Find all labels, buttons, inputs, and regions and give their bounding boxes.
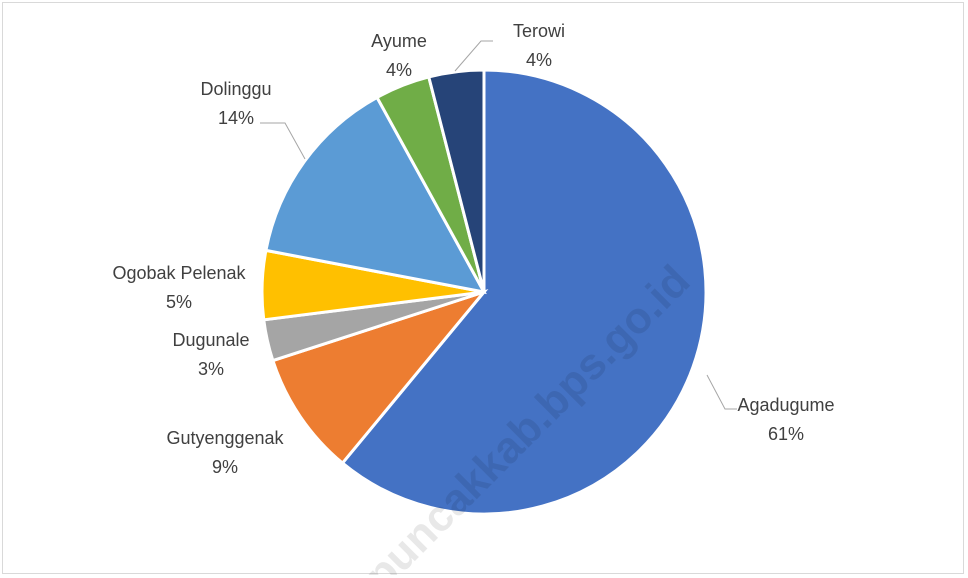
pie-slices <box>260 68 708 516</box>
slice-percent-label-gutyenggenak: 9% <box>212 457 238 477</box>
leader-line-agadugume <box>706 374 737 410</box>
leader-line-terowi <box>454 40 493 72</box>
pie-slice-gutyenggenak <box>270 288 489 466</box>
slice-percent-label-dugunale: 3% <box>198 359 224 379</box>
slice-name-label-ogobak-pelenak: Ogobak Pelenak <box>112 263 246 283</box>
pie-chart: Agadugume 61% Gutyenggenak 9% Dugunale 3% Ogob… <box>112 21 834 575</box>
slice-name-label-agadugume: Agadugume <box>737 395 834 415</box>
slice-name-label-gutyenggenak: Gutyenggenak <box>166 428 284 448</box>
pie-slice-agadugume <box>340 68 708 516</box>
leader-line-dolinggu <box>260 122 306 160</box>
slice-name-label-ayume: Ayume <box>371 31 427 51</box>
data-labels: Agadugume 61% Gutyenggenak 9% Dugunale 3% Ogob… <box>112 21 834 477</box>
slice-percent-label-terowi: 4% <box>526 50 552 70</box>
slice-name-label-dugunale: Dugunale <box>172 330 249 350</box>
slice-percent-label-ogobak-pelenak: 5% <box>166 292 192 312</box>
slice-percent-label-agadugume: 61% <box>768 424 804 444</box>
slice-name-label-dolinggu: Dolinggu <box>200 79 271 99</box>
pie-slice-dolinggu <box>264 95 487 295</box>
slice-percent-label-dolinggu: 14% <box>218 108 254 128</box>
slice-percent-label-ayume: 4% <box>386 60 412 80</box>
pie-slice-terowi <box>426 68 486 293</box>
slice-name-label-terowi: Terowi <box>513 21 565 41</box>
